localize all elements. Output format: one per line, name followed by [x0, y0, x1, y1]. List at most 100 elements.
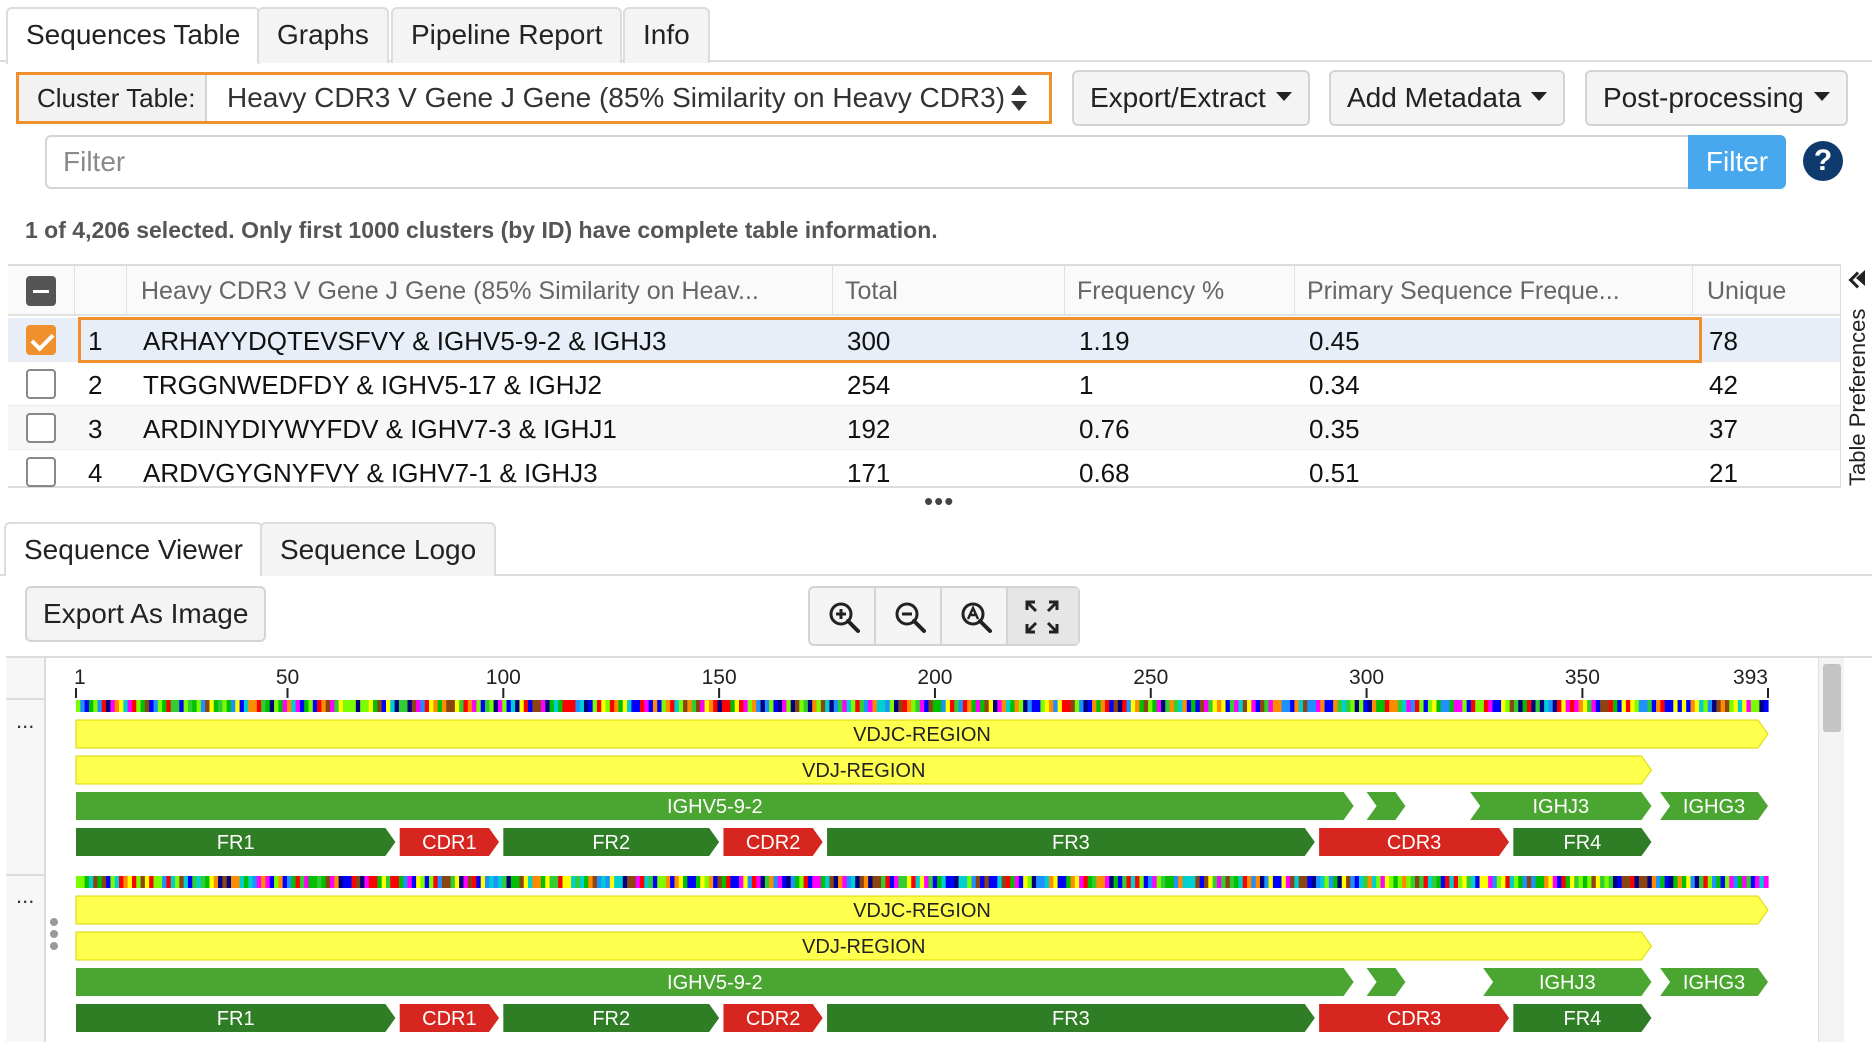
row-menu-dots[interactable]: ...	[16, 883, 35, 908]
row-menu-dots[interactable]: ...	[16, 708, 35, 733]
zoom-in-button[interactable]	[810, 588, 876, 644]
export-as-image-button[interactable]: Export As Image	[25, 586, 267, 642]
export-extract-label: Export/Extract	[1090, 82, 1266, 113]
fr4-annotation[interactable]	[1513, 1004, 1652, 1032]
select-all-checkbox[interactable]	[26, 276, 56, 306]
table-row[interactable]: 4 ARDVGYGNYFVY & IGHV7-1 & IGHJ3 171 0.6…	[8, 450, 1840, 488]
annotation-label: FR4	[1563, 1008, 1601, 1030]
row-primary-frequency: 0.34	[1309, 370, 1360, 400]
select-arrows-icon[interactable]	[1011, 83, 1027, 113]
vertical-scrollbar[interactable]	[1818, 658, 1844, 1042]
fr4-annotation[interactable]	[1513, 828, 1652, 856]
scrollbar-thumb[interactable]	[1823, 664, 1841, 732]
annotation-label: FR3	[1052, 1008, 1090, 1030]
zoom-fit-icon	[961, 602, 992, 633]
annotation-label: FR2	[592, 1008, 630, 1030]
table-preferences-panel-toggle[interactable]: Table Preferences	[1840, 264, 1872, 488]
sequence-block[interactable]: VDJC-REGION VDJ-REGION IGHV5-9-2 IGHJ3 IGHG3…	[75, 876, 1769, 1032]
tab-pipeline-report[interactable]: Pipeline Report	[391, 7, 623, 63]
ighj3-annotation[interactable]	[1483, 968, 1652, 996]
column-header-frequency[interactable]: Frequency %	[1077, 277, 1225, 305]
resize-handle-dots[interactable]: •••	[924, 486, 955, 516]
help-icon[interactable]: ?	[1803, 141, 1843, 181]
annotation-label: VDJ-REGION	[802, 760, 925, 782]
annotation-label: FR3	[1052, 832, 1090, 854]
row-frequency: 1.19	[1079, 326, 1130, 356]
row-checkbox[interactable]	[26, 413, 56, 443]
fr2-annotation[interactable]	[503, 1004, 720, 1032]
cdr1-annotation[interactable]	[399, 1004, 499, 1032]
tab-graphs[interactable]: Graphs	[257, 7, 389, 63]
row-checkbox[interactable]	[26, 369, 56, 399]
column-header-cluster[interactable]: Heavy CDR3 V Gene J Gene (85% Similarity…	[141, 277, 759, 305]
table-row[interactable]: 1 ARHAYYDQTEVSFVY & IGHV5-9-2 & IGHJ3 30…	[8, 318, 1840, 362]
column-header-primary-frequency[interactable]: Primary Sequence Freque...	[1307, 277, 1620, 305]
filter-button[interactable]: Filter	[1688, 135, 1786, 189]
export-extract-button[interactable]: Export/Extract	[1072, 70, 1310, 126]
row-id: 2	[88, 370, 103, 400]
table-row[interactable]: 3 ARDINYDIYWYFDV & IGHV7-3 & IGHJ1 192 0…	[8, 406, 1840, 450]
post-processing-button[interactable]: Post-processing	[1585, 70, 1848, 126]
vdjc-region-annotation[interactable]	[75, 895, 1769, 925]
zoom-controls	[808, 586, 1080, 646]
fr2-annotation[interactable]	[503, 828, 720, 856]
sequence-block[interactable]: VDJC-REGION VDJ-REGION IGHV5-9-2 IGHJ3 IGHG3…	[75, 700, 1769, 856]
tab-sequences-table[interactable]: Sequences Table	[6, 7, 261, 64]
row-total: 192	[847, 414, 891, 444]
viewer-tab-bar: Sequence Viewer Sequence Logo	[0, 520, 1872, 576]
ighg3-annotation[interactable]	[1660, 792, 1768, 820]
row-checkbox[interactable]	[26, 457, 56, 487]
gene-fragment-annotation[interactable]	[1366, 792, 1406, 820]
drag-handle-icon[interactable]	[50, 918, 58, 954]
row-total: 254	[847, 370, 891, 400]
add-metadata-button[interactable]: Add Metadata	[1329, 70, 1566, 126]
vdj-region-annotation[interactable]	[75, 755, 1653, 785]
table-preferences-label: Table Preferences	[1845, 308, 1870, 486]
ruler-tick-label: 150	[702, 666, 737, 689]
annotation-label: IGHJ3	[1532, 796, 1589, 818]
fr3-annotation[interactable]	[827, 828, 1315, 856]
cluster-table-select[interactable]: Cluster Table: Heavy CDR3 V Gene J Gene …	[16, 72, 1052, 124]
ighv5-9-2-annotation[interactable]	[76, 968, 1354, 996]
annotation-label: IGHG3	[1683, 796, 1745, 818]
row-checkbox[interactable]	[26, 325, 56, 355]
zoom-out-icon	[895, 602, 926, 633]
expand-button[interactable]	[1008, 588, 1078, 644]
cdr3-annotation[interactable]	[1319, 1004, 1510, 1032]
table-row[interactable]: 2 TRGGNWEDFDY & IGHV5-17 & IGHJ2 254 1 0…	[8, 362, 1840, 406]
ighv5-9-2-annotation[interactable]	[76, 792, 1354, 820]
annotation-label: VDJC-REGION	[853, 900, 991, 922]
ruler-tick-label: 300	[1349, 666, 1384, 689]
cdr2-annotation[interactable]	[723, 828, 823, 856]
sequence-annotation-canvas[interactable]: 1 50 100 150 200 250 300 350 393VDJC-REGIONVDJ-R…	[52, 658, 1818, 1042]
column-header-unique[interactable]: Unique	[1707, 277, 1787, 305]
vdjc-region-annotation[interactable]	[75, 719, 1769, 749]
ruler-tick-label: 50	[276, 666, 299, 689]
annotation-label: VDJC-REGION	[853, 724, 991, 746]
gene-fragment-annotation[interactable]	[1366, 968, 1406, 996]
filter-input[interactable]	[45, 135, 1689, 189]
row-primary-frequency: 0.51	[1309, 458, 1360, 488]
column-header-total[interactable]: Total	[845, 277, 898, 305]
tab-sequence-viewer[interactable]: Sequence Viewer	[4, 522, 263, 576]
cdr2-annotation[interactable]	[723, 1004, 823, 1032]
fr3-annotation[interactable]	[827, 1004, 1315, 1032]
vdj-region-annotation[interactable]	[75, 931, 1653, 961]
zoom-out-button[interactable]	[876, 588, 942, 644]
tab-sequence-logo[interactable]: Sequence Logo	[260, 522, 497, 576]
annotation-label: IGHJ3	[1539, 972, 1596, 994]
fr1-annotation[interactable]	[76, 1004, 396, 1032]
ighj3-annotation[interactable]	[1470, 792, 1652, 820]
cdr1-annotation[interactable]	[399, 828, 499, 856]
zoom-fit-button[interactable]	[942, 588, 1008, 644]
row-frequency: 1	[1079, 370, 1094, 400]
ighg3-annotation[interactable]	[1660, 968, 1768, 996]
cdr3-annotation[interactable]	[1319, 828, 1510, 856]
row-total: 300	[847, 326, 891, 356]
annotation-label: FR1	[217, 1008, 255, 1030]
cluster-table-value[interactable]: Heavy CDR3 V Gene J Gene (85% Similarity…	[227, 82, 1006, 113]
tab-info[interactable]: Info	[623, 7, 710, 63]
fr1-annotation[interactable]	[76, 828, 396, 856]
zoom-in-icon	[829, 602, 860, 633]
expand-right-panel-icon[interactable]	[1856, 270, 1865, 286]
